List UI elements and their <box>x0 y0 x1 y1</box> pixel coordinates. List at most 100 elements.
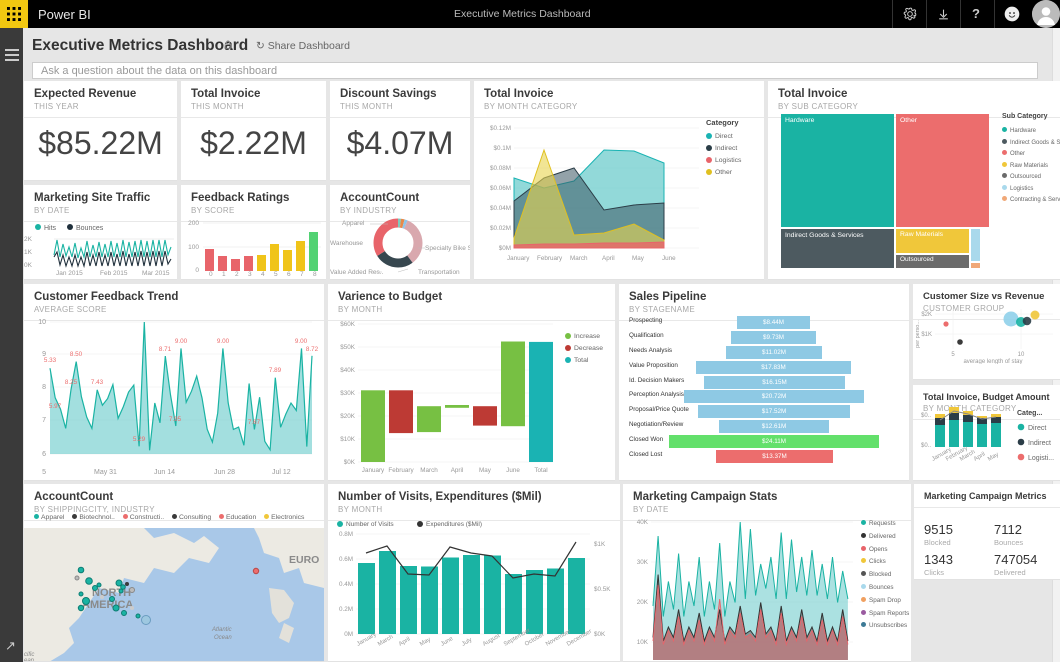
svg-text:$0.5K: $0.5K <box>594 586 611 593</box>
svg-text:0.2M: 0.2M <box>339 606 353 613</box>
svg-text:Specialty Bike Sh..: Specialty Bike Sh.. <box>425 245 470 252</box>
svg-text:$0K: $0K <box>594 631 606 638</box>
svg-text:Jan 2015: Jan 2015 <box>56 270 83 277</box>
svg-text:$0.12M: $0.12M <box>490 125 511 132</box>
svg-text:3: 3 <box>248 271 252 277</box>
svg-text:EURO: EURO <box>289 554 319 566</box>
svg-text:$10K: $10K <box>340 436 356 443</box>
svg-text:$0..: $0.. <box>921 413 931 419</box>
svg-text:April: April <box>398 637 411 648</box>
svg-text:Indirect: Indirect <box>715 145 737 152</box>
svg-text:February: February <box>537 255 563 262</box>
svg-text:8.72: 8.72 <box>306 346 319 353</box>
svg-text:200: 200 <box>188 220 199 227</box>
svg-text:$0.02M: $0.02M <box>490 225 511 232</box>
svg-text:Atlantic: Atlantic <box>211 627 232 633</box>
svg-text:Logistics: Logistics <box>715 157 742 164</box>
svg-text:Transportation: Transportation <box>418 269 460 275</box>
svg-text:May 31: May 31 <box>94 469 117 476</box>
svg-text:9.00: 9.00 <box>295 338 308 345</box>
svg-text:$40K: $40K <box>340 367 356 374</box>
svg-text:0K: 0K <box>24 262 33 269</box>
svg-text:May: May <box>419 637 432 648</box>
svg-text:March: March <box>377 634 394 648</box>
svg-text:20K: 20K <box>637 599 649 606</box>
svg-text:January: January <box>362 467 385 474</box>
svg-text:Bounces: Bounces <box>76 225 104 232</box>
svg-text:10K: 10K <box>637 639 649 646</box>
svg-text:10: 10 <box>38 319 46 326</box>
svg-text:$60K: $60K <box>340 321 356 328</box>
svg-text:8: 8 <box>313 271 317 277</box>
svg-text:0: 0 <box>195 267 199 274</box>
svg-text:Number of Visits: Number of Visits <box>346 521 394 528</box>
svg-text:?: ? <box>972 7 980 21</box>
svg-text:Category: Category <box>706 118 739 127</box>
svg-text:$0K: $0K <box>344 459 356 466</box>
svg-text:July: July <box>461 637 473 648</box>
svg-text:ean: ean <box>24 658 35 662</box>
svg-text:1K: 1K <box>24 249 33 256</box>
svg-text:Warehouse: Warehouse <box>330 240 363 247</box>
svg-text:1: 1 <box>222 271 226 277</box>
svg-text:7.95: 7.95 <box>169 416 182 423</box>
svg-text:8.25: 8.25 <box>65 379 78 386</box>
svg-text:$0.06M: $0.06M <box>490 185 511 192</box>
svg-text:June: June <box>440 636 455 648</box>
svg-text:March: March <box>420 467 438 474</box>
svg-text:$20K: $20K <box>340 413 356 420</box>
svg-text:May: May <box>632 255 645 262</box>
svg-text:Categ...: Categ... <box>1017 410 1042 417</box>
svg-text:8.71: 8.71 <box>159 346 172 353</box>
svg-text:Apparel: Apparel <box>342 220 365 227</box>
svg-text:Jul 12: Jul 12 <box>272 469 291 476</box>
svg-text:April: April <box>451 467 464 474</box>
svg-text:5: 5 <box>274 271 278 277</box>
svg-text:$2K: $2K <box>921 312 932 318</box>
svg-text:5.29: 5.29 <box>133 436 146 443</box>
svg-text:Direct: Direct <box>715 133 733 140</box>
svg-text:$30K: $30K <box>340 390 356 397</box>
svg-text:0.8M: 0.8M <box>339 531 353 538</box>
svg-text:7: 7 <box>42 417 46 424</box>
svg-text:8.50: 8.50 <box>70 351 83 358</box>
svg-text:per perso...: per perso... <box>915 320 921 348</box>
svg-text:6: 6 <box>42 451 46 458</box>
svg-text:7.67: 7.67 <box>248 419 261 426</box>
svg-text:9.00: 9.00 <box>217 338 230 345</box>
svg-text:February: February <box>388 467 414 474</box>
svg-text:0: 0 <box>209 271 213 277</box>
svg-text:$1K: $1K <box>594 541 606 548</box>
svg-text:Total: Total <box>534 467 547 474</box>
svg-text:Other: Other <box>715 169 733 176</box>
svg-text:Mar 2015: Mar 2015 <box>142 270 170 277</box>
svg-text:March: March <box>570 255 588 262</box>
svg-text:Increase: Increase <box>574 333 600 340</box>
svg-text:5: 5 <box>42 469 46 476</box>
svg-text:7: 7 <box>300 271 304 277</box>
svg-text:2: 2 <box>235 271 239 277</box>
svg-text:June: June <box>506 467 520 474</box>
svg-text:7.89: 7.89 <box>269 367 282 374</box>
svg-text:Jun 28: Jun 28 <box>214 469 235 476</box>
svg-text:2K: 2K <box>24 236 33 243</box>
svg-text:Jun 14: Jun 14 <box>154 469 175 476</box>
svg-text:Decrease: Decrease <box>574 345 603 352</box>
svg-text:9.00: 9.00 <box>175 338 188 345</box>
svg-text:Ocean: Ocean <box>214 635 232 641</box>
svg-text:April: April <box>602 255 615 262</box>
svg-text:0.4M: 0.4M <box>339 581 353 588</box>
svg-text:May: May <box>479 467 492 474</box>
svg-text:7.43: 7.43 <box>91 379 104 386</box>
svg-text:6: 6 <box>287 271 291 277</box>
svg-text:$0.1M: $0.1M <box>493 145 511 152</box>
svg-text:August: August <box>482 633 501 648</box>
svg-text:$0..: $0.. <box>921 443 931 449</box>
svg-text:Logisti...: Logisti... <box>1028 455 1054 462</box>
svg-text:40K: 40K <box>637 519 649 526</box>
svg-text:10: 10 <box>1018 352 1025 358</box>
svg-text:0.6M: 0.6M <box>339 556 353 563</box>
svg-text:May: May <box>987 452 1000 463</box>
svg-text:$50K: $50K <box>340 344 356 351</box>
svg-text:Feb 2015: Feb 2015 <box>100 270 128 277</box>
